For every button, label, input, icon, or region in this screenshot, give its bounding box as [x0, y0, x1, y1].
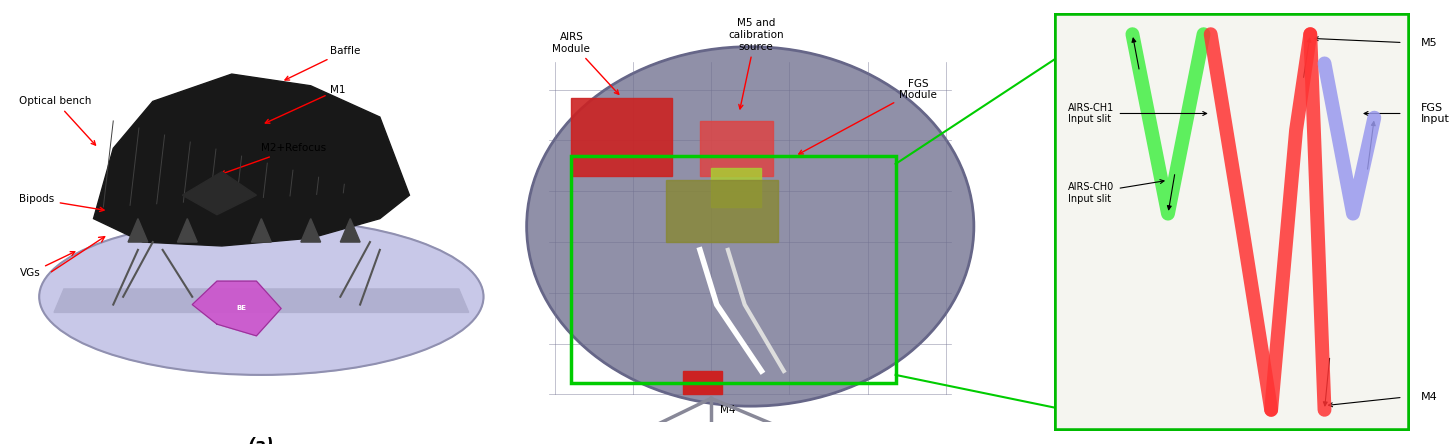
- Text: FGS
Module: FGS Module: [799, 79, 937, 154]
- Text: M4: M4: [720, 405, 736, 415]
- Text: M1: M1: [266, 85, 346, 123]
- Text: AIRS
Module: AIRS Module: [552, 32, 619, 94]
- Bar: [571, 98, 672, 176]
- Polygon shape: [54, 289, 469, 313]
- Polygon shape: [128, 218, 148, 242]
- Text: (a): (a): [248, 437, 274, 444]
- Text: AIRS-CH0
Input slit: AIRS-CH0 Input slit: [1069, 180, 1165, 204]
- Polygon shape: [340, 218, 360, 242]
- Text: M4: M4: [1420, 392, 1437, 402]
- Bar: [571, 156, 896, 383]
- Polygon shape: [177, 218, 197, 242]
- Ellipse shape: [527, 47, 974, 406]
- Polygon shape: [192, 281, 282, 336]
- Polygon shape: [183, 172, 257, 215]
- Text: AIRS-CH1
Input slit: AIRS-CH1 Input slit: [1069, 103, 1207, 124]
- Text: Baffle: Baffle: [285, 46, 362, 80]
- Bar: [682, 371, 722, 394]
- Bar: [666, 179, 778, 242]
- Text: VGs: VGs: [19, 252, 76, 278]
- Bar: [711, 168, 761, 207]
- Text: M5: M5: [1420, 38, 1437, 48]
- Polygon shape: [251, 218, 272, 242]
- Text: M2+Refocus: M2+Refocus: [221, 143, 327, 175]
- Polygon shape: [301, 218, 321, 242]
- Text: FGS
Input: FGS Input: [1420, 103, 1449, 124]
- Text: BE: BE: [237, 305, 247, 312]
- Bar: [700, 121, 772, 176]
- Text: Bipods: Bipods: [19, 194, 105, 211]
- Text: M5 and
calibration
source: M5 and calibration source: [727, 18, 784, 109]
- Ellipse shape: [39, 218, 484, 375]
- Text: Optical bench: Optical bench: [19, 96, 96, 145]
- Polygon shape: [93, 74, 409, 246]
